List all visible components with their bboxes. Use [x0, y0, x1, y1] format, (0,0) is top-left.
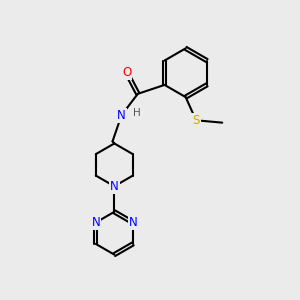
- Text: N: N: [110, 180, 119, 193]
- Text: H: H: [133, 108, 141, 118]
- Text: N: N: [117, 109, 126, 122]
- Text: S: S: [192, 114, 200, 127]
- Text: O: O: [122, 66, 131, 79]
- Text: N: N: [92, 216, 100, 229]
- Text: N: N: [128, 216, 137, 229]
